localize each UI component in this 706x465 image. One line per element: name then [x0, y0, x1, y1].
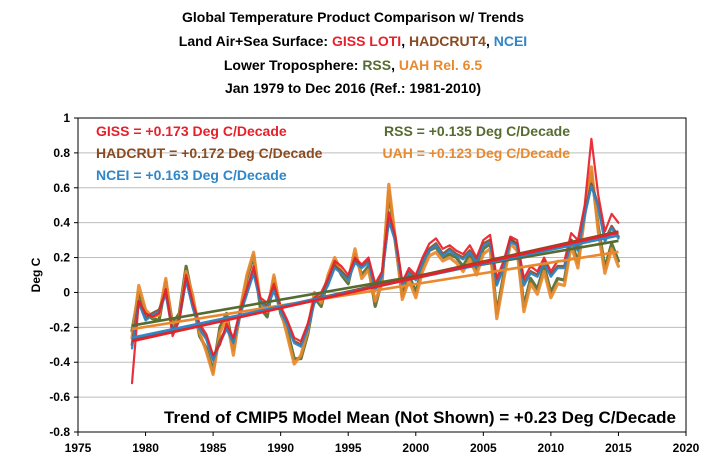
trend-line-uah [131, 250, 619, 331]
x-tick-label: 1985 [200, 441, 227, 455]
series-line-uah [130, 165, 621, 376]
title-line-1-segment-1: Global Temperature Product Comparison w/… [182, 9, 524, 25]
x-tick-label: 1995 [335, 441, 362, 455]
y-tick-label: -0.2 [49, 320, 70, 334]
y-tick-label: 0.8 [53, 146, 70, 160]
plot-frame [77, 117, 687, 433]
x-tick-label: 2015 [605, 441, 632, 455]
footnote: Trend of CMIP5 Model Mean (Not Shown) = … [164, 408, 676, 427]
trend-labels: GISS = +0.173 Deg C/Decade HADCRUT = +0.1… [96, 123, 570, 183]
axes: -0.8 -0.6 -0.4 -0.2 0 0.2 0.4 0.6 0.8 1 1975 1980 19… [29, 111, 700, 455]
trend-label-hadcrut: HADCRUT = +0.172 Deg C/Decade [96, 145, 323, 161]
x-tick-label: 2005 [470, 441, 497, 455]
title-line-4-segment-1: Jan 1979 to Dec 2016 (Ref.: 1981-2010) [225, 80, 481, 96]
title-line-3-segment-2: RSS [362, 57, 391, 73]
trend-lines [131, 230, 619, 343]
title-line-2-segment-6: NCEI [494, 33, 527, 49]
trend-label-giss: GISS = +0.173 Deg C/Decade [96, 123, 287, 139]
title-line-3: Lower Troposphere: RSS, UAH Rel. 6.5 [224, 57, 483, 73]
title-line-2-segment-1: Land Air+Sea Surface: [179, 33, 332, 49]
x-tick-label: 2000 [402, 441, 429, 455]
y-tick-label: 0.4 [53, 216, 70, 230]
x-tick-label: 1980 [132, 441, 159, 455]
title-line-1: Global Temperature Product Comparison w/… [182, 9, 524, 25]
title-line-3-segment-1: Lower Troposphere: [224, 57, 362, 73]
trend-line-giss [131, 231, 619, 343]
trend-line-rss [131, 239, 619, 327]
y-tick-label: 0.2 [53, 251, 70, 265]
model-trend-footnote: Trend of CMIP5 Model Mean (Not Shown) = … [164, 408, 676, 427]
title-line-3-segment-4: UAH Rel. 6.5 [399, 57, 482, 73]
y-tick-label: 0 [63, 285, 70, 299]
y-tick-label: -0.6 [49, 390, 70, 404]
x-tick-label: 2010 [538, 441, 565, 455]
y-tick-label: 1 [63, 111, 70, 125]
title-line-2-segment-4: HADCRUT4 [409, 33, 486, 49]
y-axis-label: Deg C [29, 257, 43, 292]
x-tick-label: 1990 [267, 441, 294, 455]
y-tick-label: 0.6 [53, 181, 70, 195]
title-line-2: Land Air+Sea Surface: GISS LOTI, HADCRUT… [179, 33, 527, 49]
title-line-4: Jan 1979 to Dec 2016 (Ref.: 1981-2010) [225, 80, 481, 96]
trend-label-uah: UAH = +0.123 Deg C/Decade [382, 145, 570, 161]
title-line-2-segment-5: , [486, 33, 494, 49]
x-tick-label: 1975 [65, 441, 92, 455]
trend-label-ncei: NCEI = +0.163 Deg C/Decade [96, 167, 287, 183]
title-line-3-segment-3: , [391, 57, 399, 73]
chart-title: Global Temperature Product Comparison w/… [179, 9, 527, 96]
title-line-2-segment-3: , [401, 33, 409, 49]
title-line-2-segment-2: GISS LOTI [332, 33, 401, 49]
y-tick-label: -0.4 [49, 355, 70, 369]
trend-label-rss: RSS = +0.135 Deg C/Decade [384, 123, 570, 139]
y-tick-label: -0.8 [49, 425, 70, 439]
x-tick-label: 2020 [673, 441, 700, 455]
